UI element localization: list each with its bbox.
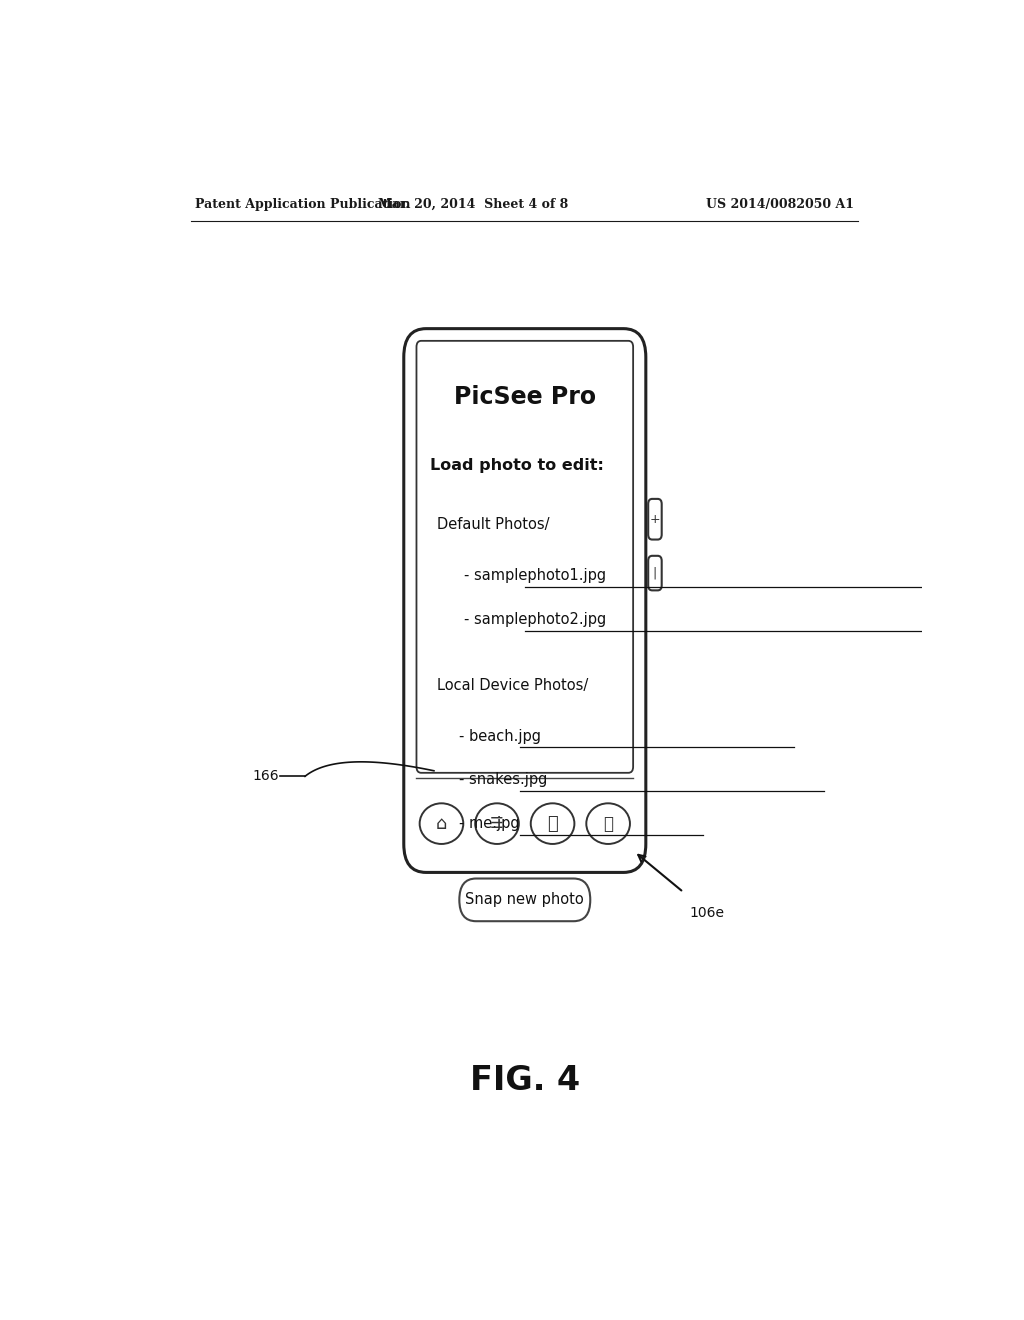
Text: 〈: 〈 [547,814,558,833]
Text: - samplephoto1.jpg: - samplephoto1.jpg [464,568,606,583]
Text: 166: 166 [252,770,279,783]
Text: Patent Application Publication: Patent Application Publication [196,198,411,211]
Text: - snakes.jpg: - snakes.jpg [460,772,548,788]
FancyBboxPatch shape [460,879,590,921]
Text: Snap new photo: Snap new photo [466,892,584,907]
Ellipse shape [587,804,630,843]
FancyBboxPatch shape [648,556,662,590]
Text: - me.jpg: - me.jpg [460,816,520,832]
FancyBboxPatch shape [403,329,646,873]
Text: |: | [653,566,657,579]
FancyBboxPatch shape [648,499,662,540]
Text: FIG. 4: FIG. 4 [470,1064,580,1097]
Ellipse shape [420,804,463,843]
FancyBboxPatch shape [417,341,633,772]
Text: US 2014/0082050 A1: US 2014/0082050 A1 [707,198,854,211]
Text: ⌂: ⌂ [436,814,447,833]
Text: - beach.jpg: - beach.jpg [460,729,542,743]
Text: PicSee Pro: PicSee Pro [454,384,596,409]
Text: 106e: 106e [690,906,725,920]
Text: Mar. 20, 2014  Sheet 4 of 8: Mar. 20, 2014 Sheet 4 of 8 [378,198,568,211]
Text: - samplephoto2.jpg: - samplephoto2.jpg [464,612,606,627]
Ellipse shape [475,804,519,843]
Text: Load photo to edit:: Load photo to edit: [430,458,604,474]
Text: +: + [649,512,660,525]
Text: Local Device Photos/: Local Device Photos/ [437,678,589,693]
Text: ⌕: ⌕ [603,814,613,833]
Ellipse shape [530,804,574,843]
Text: ☰: ☰ [490,816,504,832]
Text: Default Photos/: Default Photos/ [437,517,550,532]
